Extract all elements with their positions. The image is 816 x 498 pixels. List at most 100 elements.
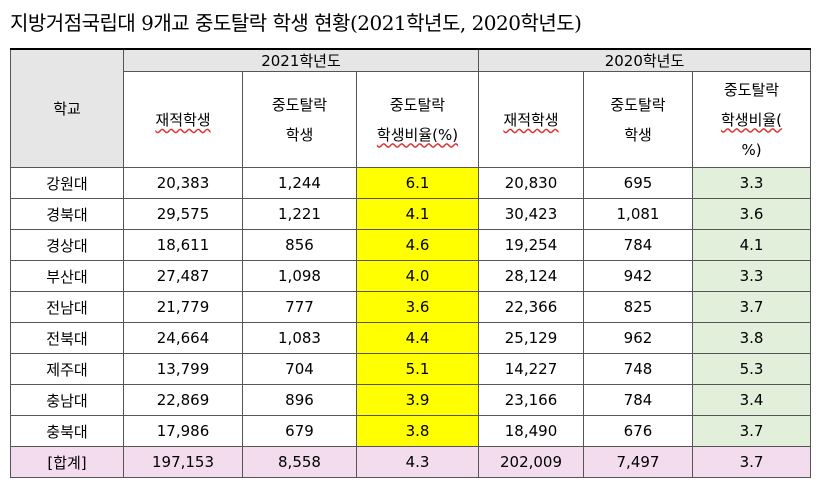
cell-dropout-2020: 748 bbox=[583, 353, 693, 385]
header-rate-2020-line3: %) bbox=[741, 140, 762, 159]
cell-dropout-2021: 1,244 bbox=[242, 167, 357, 199]
cell-school: 충남대 bbox=[10, 384, 124, 416]
header-school: 학교 bbox=[10, 48, 124, 168]
cell-rate-2021: 3.8 bbox=[356, 415, 479, 447]
header-rate-2021-line1: 중도탈락 bbox=[389, 95, 446, 114]
cell-enrolled-2020: 28,124 bbox=[478, 260, 584, 292]
cell-rate-2021: 4.1 bbox=[356, 198, 479, 230]
cell-rate-2021: 4.0 bbox=[356, 260, 479, 292]
cell-enrolled-2021: 13,799 bbox=[123, 353, 243, 385]
table-row: 충북대 17,986 679 3.8 18,490 676 3.7 bbox=[10, 415, 811, 447]
cell-enrolled-2020: 22,366 bbox=[478, 291, 584, 323]
cell-enrolled-2021: 20,383 bbox=[123, 167, 243, 199]
cell-dropout-2020: 784 bbox=[583, 229, 693, 261]
cell-dropout-2020: 942 bbox=[583, 260, 693, 292]
table-row: 강원대 20,383 1,244 6.1 20,830 695 3.3 bbox=[10, 167, 811, 199]
cell-dropout-2020: 784 bbox=[583, 384, 693, 416]
table-row: 제주대 13,799 704 5.1 14,227 748 5.3 bbox=[10, 353, 811, 385]
header-dropout-2021-line2: 학생 bbox=[285, 125, 314, 144]
cell-dropout-2021: 679 bbox=[242, 415, 357, 447]
header-rate-2021: 중도탈락 학생비율(%) bbox=[356, 71, 479, 168]
total-row: [합계] 197,153 8,558 4.3 202,009 7,497 3.7 bbox=[10, 446, 811, 478]
cell-enrolled-2020: 19,254 bbox=[478, 229, 584, 261]
cell-dropout-2020: 962 bbox=[583, 322, 693, 354]
header-dropout-2021: 중도탈락 학생 bbox=[242, 71, 357, 168]
header-dropout-2020-line1: 중도탈락 bbox=[610, 95, 666, 114]
table-row: 부산대 27,487 1,098 4.0 28,124 942 3.3 bbox=[10, 260, 811, 292]
cell-enrolled-2020: 25,129 bbox=[478, 322, 584, 354]
cell-dropout-2021: 777 bbox=[242, 291, 357, 323]
cell-rate-2020: 3.7 bbox=[692, 291, 811, 323]
cell-dropout-2021: 704 bbox=[242, 353, 357, 385]
cell-enrolled-2020: 30,423 bbox=[478, 198, 584, 230]
cell-rate-2020: 3.7 bbox=[692, 415, 811, 447]
table-row: 충남대 22,869 896 3.9 23,166 784 3.4 bbox=[10, 384, 811, 416]
total-rate-2020: 3.7 bbox=[692, 446, 811, 478]
cell-dropout-2020: 695 bbox=[583, 167, 693, 199]
cell-dropout-2021: 1,098 bbox=[242, 260, 357, 292]
header-dropout-2020: 중도탈락 학생 bbox=[583, 71, 693, 168]
cell-enrolled-2021: 18,611 bbox=[123, 229, 243, 261]
cell-school: 충북대 bbox=[10, 415, 124, 447]
cell-rate-2020: 3.6 bbox=[692, 198, 811, 230]
cell-rate-2020: 4.1 bbox=[692, 229, 811, 261]
cell-dropout-2020: 1,081 bbox=[583, 198, 693, 230]
cell-school: 경북대 bbox=[10, 198, 124, 230]
header-rate-2020-line1: 중도탈락 bbox=[723, 80, 780, 99]
cell-dropout-2021: 1,083 bbox=[242, 322, 357, 354]
total-dropout-2020: 7,497 bbox=[583, 446, 693, 478]
table-row: 경북대 29,575 1,221 4.1 30,423 1,081 3.6 bbox=[10, 198, 811, 230]
cell-rate-2020: 3.8 bbox=[692, 322, 811, 354]
table-row: 전남대 21,779 777 3.6 22,366 825 3.7 bbox=[10, 291, 811, 323]
cell-dropout-2021: 1,221 bbox=[242, 198, 357, 230]
cell-enrolled-2021: 21,779 bbox=[123, 291, 243, 323]
cell-rate-2021: 4.4 bbox=[356, 322, 479, 354]
cell-enrolled-2020: 18,490 bbox=[478, 415, 584, 447]
header-rate-2020-line2: 학생비율( bbox=[720, 110, 783, 129]
cell-enrolled-2021: 27,487 bbox=[123, 260, 243, 292]
header-rate-2021-line2: 학생비율(%) bbox=[376, 125, 459, 144]
total-label: [합계] bbox=[10, 446, 124, 478]
table-row: 경상대 18,611 856 4.6 19,254 784 4.1 bbox=[10, 229, 811, 261]
header-dropout-2021-line1: 중도탈락 bbox=[271, 95, 328, 114]
header-dropout-2020-line2: 학생 bbox=[624, 125, 652, 144]
total-rate-2021: 4.3 bbox=[356, 446, 479, 478]
cell-dropout-2021: 856 bbox=[242, 229, 357, 261]
header-enrolled-2021-label: 재적학생 bbox=[155, 111, 211, 129]
table-row: 전북대 24,664 1,083 4.4 25,129 962 3.8 bbox=[10, 322, 811, 354]
cell-dropout-2020: 825 bbox=[583, 291, 693, 323]
header-enrolled-2021: 재적학생 bbox=[123, 71, 243, 168]
cell-dropout-2020: 676 bbox=[583, 415, 693, 447]
cell-school: 강원대 bbox=[10, 167, 124, 199]
cell-enrolled-2021: 24,664 bbox=[123, 322, 243, 354]
header-year-2020: 2020학년도 bbox=[478, 48, 811, 72]
total-dropout-2021: 8,558 bbox=[242, 446, 357, 478]
dropout-table: 학교 2021학년도 2020학년도 재적학생 중도탈락 학생 중도탈락 학생비… bbox=[10, 48, 811, 478]
cell-rate-2020: 3.4 bbox=[692, 384, 811, 416]
cell-enrolled-2021: 22,869 bbox=[123, 384, 243, 416]
cell-enrolled-2021: 17,986 bbox=[123, 415, 243, 447]
cell-rate-2021: 6.1 bbox=[356, 167, 479, 199]
cell-enrolled-2021: 29,575 bbox=[123, 198, 243, 230]
header-rate-2020: 중도탈락 학생비율( %) bbox=[692, 71, 811, 168]
cell-rate-2021: 3.9 bbox=[356, 384, 479, 416]
cell-rate-2020: 3.3 bbox=[692, 260, 811, 292]
cell-rate-2021: 3.6 bbox=[356, 291, 479, 323]
page-title: 지방거점국립대 9개교 중도탈락 학생 현황(2021학년도, 2020학년도) bbox=[10, 11, 582, 35]
cell-rate-2020: 3.3 bbox=[692, 167, 811, 199]
cell-school: 경상대 bbox=[10, 229, 124, 261]
cell-enrolled-2020: 14,227 bbox=[478, 353, 584, 385]
cell-school: 부산대 bbox=[10, 260, 124, 292]
total-enrolled-2021: 197,153 bbox=[123, 446, 243, 478]
header-enrolled-2020-label: 재적학생 bbox=[503, 111, 559, 129]
cell-enrolled-2020: 23,166 bbox=[478, 384, 584, 416]
header-enrolled-2020: 재적학생 bbox=[478, 71, 584, 168]
cell-school: 전남대 bbox=[10, 291, 124, 323]
cell-enrolled-2020: 20,830 bbox=[478, 167, 584, 199]
cell-school: 전북대 bbox=[10, 322, 124, 354]
cell-school: 제주대 bbox=[10, 353, 124, 385]
cell-rate-2021: 5.1 bbox=[356, 353, 479, 385]
cell-rate-2021: 4.6 bbox=[356, 229, 479, 261]
total-enrolled-2020: 202,009 bbox=[478, 446, 584, 478]
cell-rate-2020: 5.3 bbox=[692, 353, 811, 385]
